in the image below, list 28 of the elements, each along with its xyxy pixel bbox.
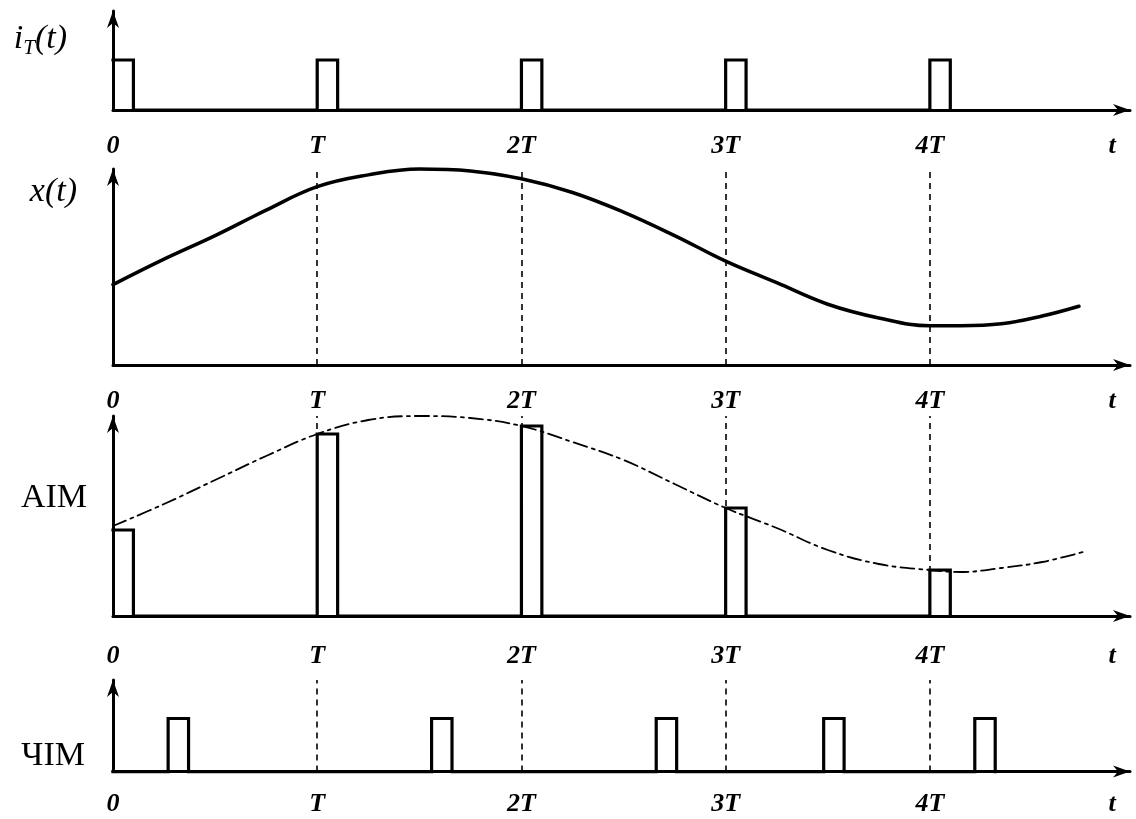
y-axis-title: АІМ: [20, 477, 87, 514]
x-axis-title: t: [1108, 384, 1117, 414]
x-tick-label: 0: [106, 639, 120, 669]
y-axis-title: ЧІМ: [21, 735, 85, 772]
x-tick-label: 3T: [710, 129, 742, 159]
x-tick-label: 3T: [710, 384, 742, 414]
x-tick-label: 2T: [505, 788, 537, 818]
x-tick-label: 4T: [914, 788, 946, 818]
x-tick-label: 3T: [710, 788, 742, 818]
y-axis-title: x(t): [29, 171, 77, 208]
x-tick-label: T: [309, 639, 327, 669]
x-tick-label: 4T: [914, 639, 946, 669]
x-tick-label: 4T: [914, 384, 946, 414]
x-tick-label: 0: [106, 384, 120, 414]
x-tick-label: 0: [106, 788, 120, 818]
x-axis-title: t: [1108, 129, 1117, 159]
x-tick-label: 4T: [914, 129, 946, 159]
x-tick-label: 3T: [710, 639, 742, 669]
x-tick-label: 2T: [505, 129, 537, 159]
x-tick-label: 0: [106, 129, 120, 159]
x-tick-label: 2T: [505, 639, 537, 669]
x-tick-label: 2T: [505, 384, 537, 414]
x-tick-label: T: [309, 788, 327, 818]
x-axis-title: t: [1108, 788, 1117, 818]
x-tick-label: T: [309, 129, 327, 159]
x-tick-label: T: [309, 384, 327, 414]
y-axis-title: i$_{T}$(t): [13, 18, 67, 60]
x-axis-title: t: [1108, 639, 1117, 669]
